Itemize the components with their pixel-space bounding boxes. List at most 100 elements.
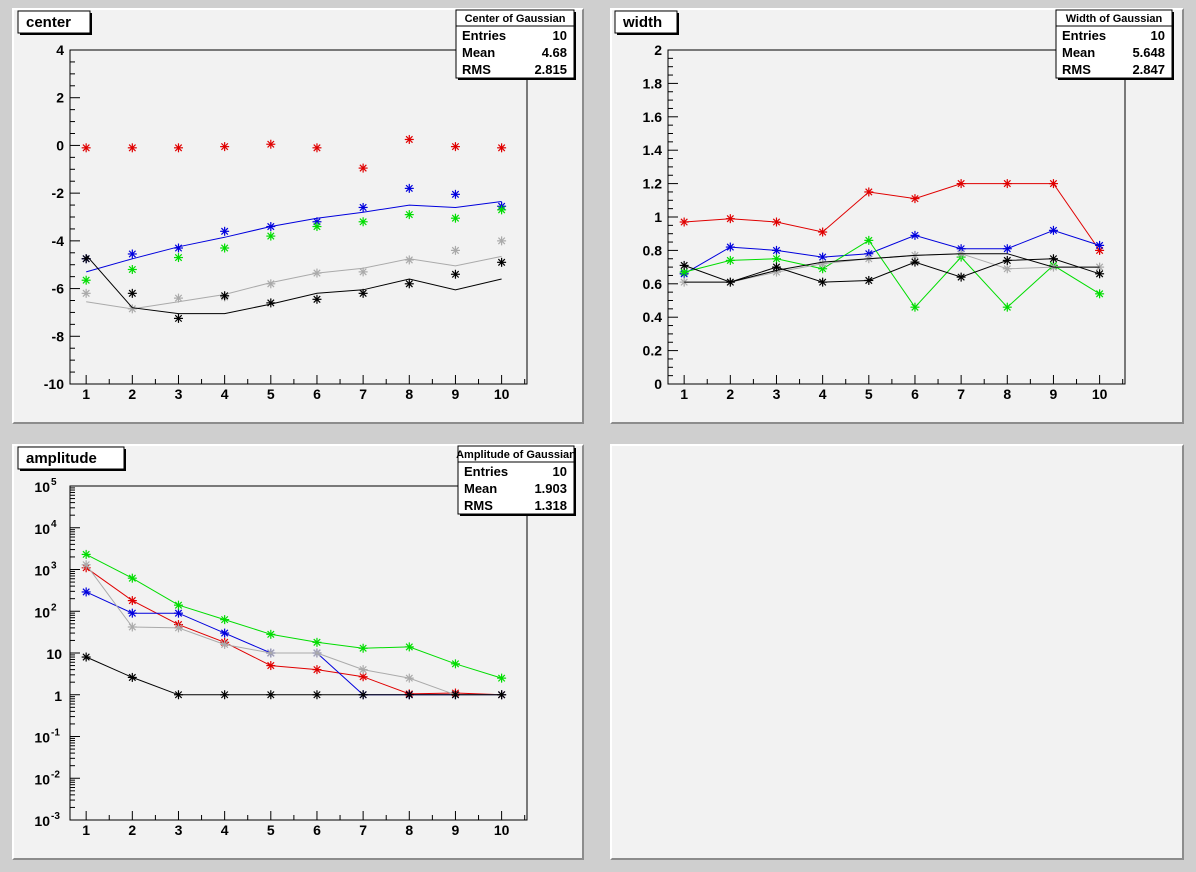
marker-stroke (128, 265, 136, 274)
width-series-2-point (1002, 302, 1012, 312)
width-title: width (622, 14, 662, 31)
width-series-0-point (1048, 179, 1058, 189)
marker-stroke (405, 280, 413, 288)
marker-stroke (359, 203, 367, 212)
width-series-3-point (818, 259, 828, 269)
amplitude-x-tick-label: 8 (405, 822, 413, 838)
amplitude-y-tick-exponent: -3 (51, 811, 60, 822)
amplitude-x-tick-label: 3 (175, 822, 183, 838)
width-y-tick-label: 1.8 (643, 75, 663, 91)
amplitude-title: amplitude (26, 450, 97, 467)
width-series-3-point (1002, 264, 1012, 274)
width-y-tick-label: 1.2 (643, 176, 663, 192)
width-x-tick-label: 2 (726, 386, 734, 402)
width-series-1-line (683, 229, 1100, 275)
center-x-tick-label: 7 (359, 386, 367, 402)
marker-stroke (865, 276, 873, 285)
marker-stroke (405, 691, 413, 699)
center-stats-box (455, 9, 575, 79)
marker-stroke (267, 140, 275, 148)
marker-stroke (1095, 241, 1104, 250)
marker-stroke (911, 258, 919, 266)
amplitude-stats-label: Entries (464, 464, 508, 479)
center-series-0-point (358, 163, 368, 173)
width-y-tick-label: 0.6 (643, 276, 663, 292)
center-y-tick-label: -2 (52, 185, 65, 201)
amplitude-stats-value: 1.318 (534, 498, 567, 513)
marker-stroke (220, 292, 229, 300)
center-series-3-point (450, 213, 460, 223)
marker-stroke (174, 294, 183, 302)
marker-stroke (726, 243, 734, 251)
marker-stroke (865, 236, 873, 245)
marker-stroke (128, 596, 136, 605)
amplitude-y-tick-label: 1 (54, 688, 62, 704)
width-stats-label: Mean (1062, 45, 1095, 60)
marker-stroke (359, 691, 367, 699)
marker-stroke (359, 644, 367, 652)
center-x-tick-label: 5 (267, 386, 275, 402)
amplitude-series-3-point (81, 560, 91, 570)
width-series-2-point (771, 254, 781, 264)
marker-stroke (1095, 290, 1104, 298)
marker-stroke (405, 210, 413, 219)
center-plot-frame (69, 49, 528, 385)
marker-stroke (174, 624, 183, 632)
marker-stroke (82, 588, 90, 596)
marker-stroke (818, 278, 827, 286)
center-series-3-point (266, 231, 276, 241)
marker-stroke (359, 289, 367, 298)
amplitude-series-2-point (81, 549, 91, 559)
marker-stroke (451, 142, 460, 151)
amplitude-y-tick-base: 10 (34, 604, 50, 620)
amplitude-series-4-point (450, 690, 460, 700)
width-y-tick-label: 2 (654, 42, 662, 58)
marker-stroke (957, 179, 965, 188)
amplitude-stats-value: 10 (553, 464, 567, 479)
amplitude-y-tick-base: 10 (34, 521, 50, 537)
width-x-tick-label: 5 (865, 386, 873, 402)
center-x-tick-label: 10 (494, 386, 510, 402)
marker-stroke (497, 691, 506, 699)
center-series-6-point (220, 291, 230, 301)
width-series-4-point (1002, 255, 1012, 265)
center-y-tick-label: -6 (52, 281, 65, 297)
amplitude-series-4-point (312, 690, 322, 700)
amplitude-series-1-line (85, 591, 502, 696)
amplitude-series-4-point (358, 690, 368, 700)
center-series-0-point (266, 139, 276, 149)
center-series-3-point (220, 243, 230, 253)
center-series-0-point (404, 134, 414, 144)
marker-stroke (174, 691, 183, 699)
marker-stroke (1049, 255, 1058, 263)
center-y-tick-label: 2 (56, 90, 64, 106)
width-series-4-point (818, 277, 828, 287)
center-series-0-point (173, 143, 183, 153)
center-stats-label: RMS (462, 62, 491, 77)
amplitude-stats-title: Amplitude of Gaussian (456, 449, 576, 461)
width-series-2-line (684, 239, 1100, 308)
center-y-tick-label: 0 (56, 137, 64, 153)
marker-stroke (1049, 226, 1058, 235)
center-series-6-point (173, 313, 183, 323)
amplitude-series-2-point (358, 643, 368, 653)
width-title-box (614, 10, 678, 34)
marker-stroke (680, 268, 688, 276)
amplitude-x-tick-label: 4 (221, 822, 229, 838)
marker-stroke (359, 673, 367, 681)
marker-stroke (267, 280, 275, 288)
width-x-tick-label: 4 (819, 386, 827, 402)
amplitude-y-tick-base: 10 (34, 563, 50, 579)
amplitude-series-3-point (266, 648, 276, 658)
width-series-2-point (1095, 289, 1105, 299)
marker-stroke (128, 623, 136, 631)
width-series-1-point (725, 242, 735, 252)
amplitude-y-tick-exponent: -2 (51, 769, 60, 780)
marker-stroke (82, 255, 90, 263)
width-y-tick-label: 1.4 (643, 142, 663, 158)
width-x-tick-label: 8 (1003, 386, 1011, 402)
marker-stroke (82, 561, 90, 569)
marker-stroke (405, 135, 413, 144)
marker-stroke (451, 270, 460, 278)
marker-stroke (174, 253, 183, 262)
